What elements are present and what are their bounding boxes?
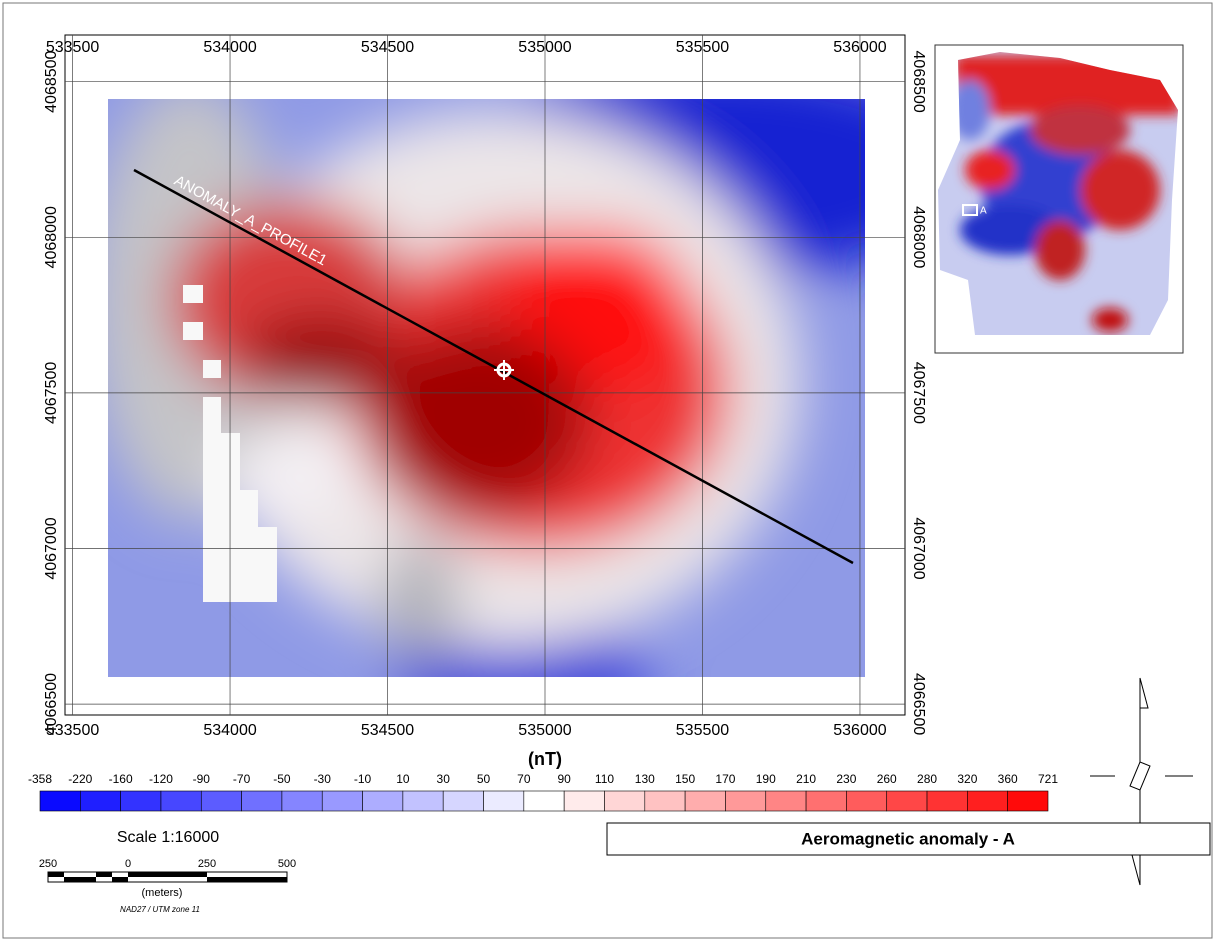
colorbar-label: 150 xyxy=(675,772,695,786)
colorbar-label: -50 xyxy=(273,772,291,786)
x-tick-label: 535500 xyxy=(676,722,729,739)
map-page: ANOMALY_A_PROFILE1 A (nT) -358-220-160-1… xyxy=(0,0,1215,941)
scale-unit: (meters) xyxy=(142,887,183,899)
colorbar-cell xyxy=(524,791,564,811)
inset-map xyxy=(935,45,1183,353)
colorbar-label: 50 xyxy=(477,772,491,786)
y-tick-label: 4067500 xyxy=(910,362,927,424)
colorbar-cell xyxy=(564,791,604,811)
scale-bar xyxy=(48,872,287,882)
y-tick-label: 4068000 xyxy=(910,206,927,268)
y-tick-label: 4067000 xyxy=(43,517,60,579)
projection: NAD27 / UTM zone 11 xyxy=(120,905,200,914)
colorbar-cell xyxy=(242,791,282,811)
colorbar-label: -160 xyxy=(109,772,133,786)
colorbar-label: -358 xyxy=(28,772,52,786)
x-tick-label: 534500 xyxy=(361,39,414,56)
y-tick-label: 4068000 xyxy=(43,206,60,268)
colorbar-cell xyxy=(80,791,120,811)
colorbar-label: -10 xyxy=(354,772,372,786)
inset-label: A xyxy=(980,206,987,217)
colorbar-cell xyxy=(806,791,846,811)
colorbar-cell xyxy=(121,791,161,811)
x-tick-label: 534000 xyxy=(203,39,256,56)
colorbar-cell xyxy=(201,791,241,811)
colorbar-cell xyxy=(967,791,1007,811)
map-title: Aeromagnetic anomaly - A xyxy=(801,829,1015,848)
colorbar-cell xyxy=(685,791,725,811)
colorbar-label: -220 xyxy=(68,772,92,786)
y-tick-label: 4067000 xyxy=(910,517,927,579)
colorbar-cell xyxy=(443,791,483,811)
y-tick-label: 4068500 xyxy=(43,50,60,112)
x-tick-label: 535500 xyxy=(676,39,729,56)
colorbar-label: -30 xyxy=(314,772,332,786)
scale-label: 250 xyxy=(198,858,216,870)
colorbar-cell xyxy=(484,791,524,811)
colorbar-label: 30 xyxy=(437,772,451,786)
colorbar-label: 360 xyxy=(998,772,1018,786)
colorbar-unit: (nT) xyxy=(528,749,562,769)
x-tick-label: 534000 xyxy=(203,722,256,739)
colorbar-cell xyxy=(161,791,201,811)
scale-label: 0 xyxy=(125,858,131,870)
colorbar-cell xyxy=(887,791,927,811)
colorbar-cell xyxy=(604,791,644,811)
colorbar-label: 320 xyxy=(957,772,977,786)
colorbar-label: 70 xyxy=(517,772,531,786)
colorbar-cell xyxy=(363,791,403,811)
x-tick-label: 536000 xyxy=(833,722,886,739)
x-tick-label: 536000 xyxy=(833,39,886,56)
colorbar-cell xyxy=(846,791,886,811)
colorbar-label: 90 xyxy=(557,772,571,786)
colorbar-cell xyxy=(40,791,80,811)
colorbar-cell xyxy=(282,791,322,811)
y-tick-label: 4068500 xyxy=(910,51,927,113)
colorbar: -358 -220 -160 -120 -90 -70 -50 -30 -10 10 30 50 70 9… xyxy=(28,772,1058,811)
colorbar-label: -70 xyxy=(233,772,251,786)
colorbar-label: 170 xyxy=(715,772,735,786)
colorbar-label: 280 xyxy=(917,772,937,786)
colorbar-cell xyxy=(725,791,765,811)
y-tick-label: 4066500 xyxy=(910,673,927,735)
colorbar-label: -90 xyxy=(193,772,211,786)
colorbar-cell xyxy=(403,791,443,811)
colorbar-label: 721 xyxy=(1038,772,1058,786)
y-tick-label: 4067500 xyxy=(43,362,60,424)
colorbar-label: -120 xyxy=(149,772,173,786)
colorbar-label: 260 xyxy=(877,772,897,786)
scale-label: 500 xyxy=(278,858,296,870)
colorbar-cell xyxy=(645,791,685,811)
anomaly-grid xyxy=(90,60,980,715)
y-tick-label: 4066500 xyxy=(43,673,60,735)
colorbar-label: 110 xyxy=(595,772,614,786)
colorbar-label: 230 xyxy=(836,772,856,786)
x-tick-label: 535000 xyxy=(518,39,571,56)
colorbar-label: 10 xyxy=(396,772,410,786)
scale-label: 250 xyxy=(39,858,57,870)
colorbar-cell xyxy=(322,791,362,811)
x-tick-label: 534500 xyxy=(361,722,414,739)
colorbar-label: 210 xyxy=(796,772,816,786)
colorbar-cell xyxy=(927,791,967,811)
colorbar-cell xyxy=(766,791,806,811)
colorbar-label: 130 xyxy=(635,772,655,786)
colorbar-label: 190 xyxy=(756,772,776,786)
colorbar-cell xyxy=(1008,791,1048,811)
x-tick-label: 535000 xyxy=(518,722,571,739)
scale-text: Scale 1:16000 xyxy=(117,829,219,846)
